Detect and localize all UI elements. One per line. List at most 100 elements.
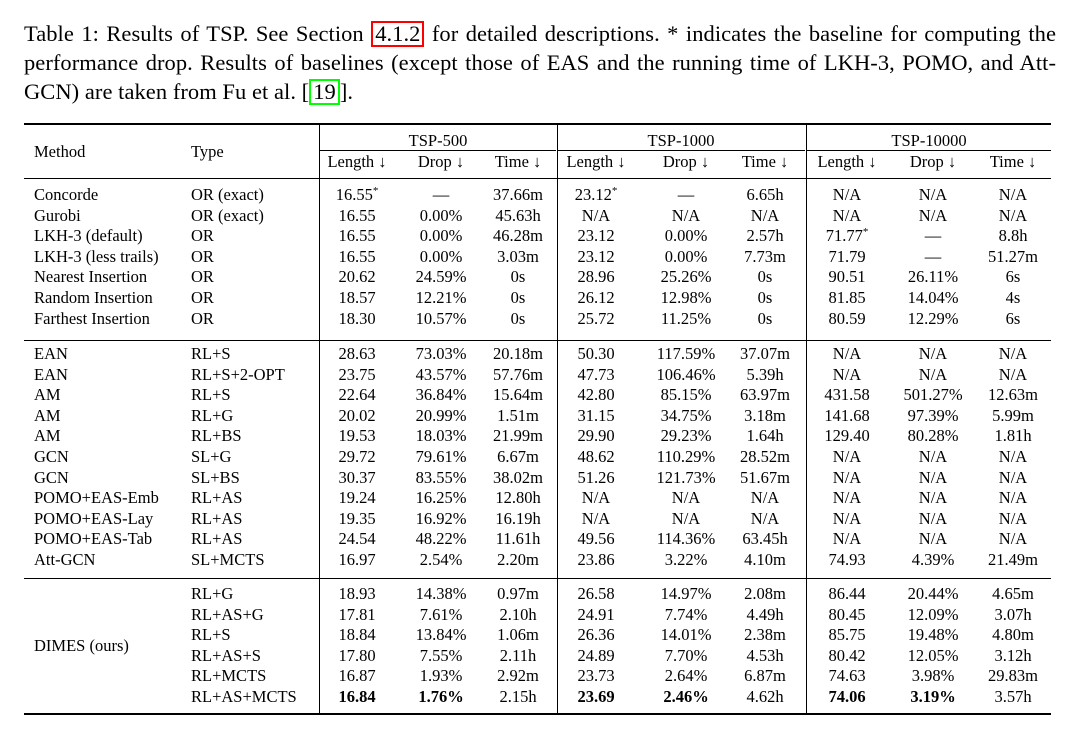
value-cell: 5.99m <box>992 405 1034 425</box>
header-subcolumn: Drop ↓ <box>417 152 465 171</box>
value-cell: 12.29% <box>907 308 959 328</box>
value-cell: 0.97m <box>497 584 539 603</box>
value-cell: 30.37 <box>338 467 376 487</box>
column-divider <box>319 124 320 713</box>
value-cell: 16.55 <box>338 246 376 266</box>
value-cell: 16.97 <box>338 550 376 569</box>
value-cell: 1.81h <box>994 426 1032 446</box>
value-cell: 1.93% <box>419 666 463 686</box>
value-cell: 6s <box>1005 267 1021 287</box>
value-cell: N/A <box>998 467 1028 487</box>
value-cell: 4.80m <box>992 625 1034 645</box>
value-cell: 28.63 <box>338 344 376 363</box>
value-cell: 19.24 <box>338 488 376 508</box>
value-cell: N/A <box>750 508 780 528</box>
value-cell: 24.54 <box>338 529 376 549</box>
value-cell: 20.62 <box>338 267 376 287</box>
value-cell: 26.36 <box>577 625 615 645</box>
table-rule <box>24 340 1051 341</box>
value-cell: 2.64% <box>664 666 708 686</box>
value-cell: N/A <box>750 488 780 508</box>
value-cell: 431.58 <box>824 385 870 405</box>
type-cell: RL+AS+G <box>191 604 264 624</box>
method-cell: AM <box>34 426 61 446</box>
value-cell: 23.73 <box>577 666 615 686</box>
value-cell: 2.08m <box>744 584 786 603</box>
value-cell: — <box>924 226 942 246</box>
value-cell: 3.18m <box>744 405 786 425</box>
value-cell: 0s <box>510 288 526 307</box>
value-cell: 16.87 <box>338 666 376 686</box>
value-cell: 4.10m <box>744 550 786 569</box>
value-cell: 28.52m <box>740 447 790 466</box>
header-subcolumn: Length ↓ <box>327 152 387 171</box>
value-cell: 18.84 <box>338 625 376 645</box>
value-cell: 90.51 <box>828 267 866 287</box>
value-cell: 3.19% <box>910 687 956 706</box>
value-cell: 36.84% <box>415 385 467 405</box>
value-cell: 25.26% <box>660 267 712 287</box>
type-cell: OR <box>191 308 214 328</box>
value-cell: 2.92m <box>497 666 539 686</box>
value-cell: N/A <box>581 508 611 528</box>
value-cell: N/A <box>671 205 701 225</box>
value-cell: N/A <box>918 364 948 384</box>
value-cell: 17.81 <box>338 604 376 624</box>
value-cell: 23.12* <box>574 185 618 204</box>
value-cell: 50.30 <box>577 344 615 363</box>
caption-text-2: for detailed descriptions. * indicates t… <box>24 21 1056 104</box>
value-cell: 23.75 <box>338 364 376 384</box>
value-cell: 2.54% <box>419 550 463 569</box>
value-cell: 20.99% <box>415 405 467 425</box>
value-cell: N/A <box>998 205 1028 225</box>
value-cell: N/A <box>832 364 862 384</box>
value-cell: 51.67m <box>740 467 790 487</box>
value-cell: N/A <box>671 488 701 508</box>
value-cell: 24.59% <box>415 267 467 287</box>
value-cell: 47.73 <box>577 364 615 384</box>
citation-link[interactable]: 19 <box>309 79 340 105</box>
value-cell: N/A <box>918 205 948 225</box>
value-cell: 63.45h <box>742 529 788 549</box>
value-cell: 48.22% <box>415 529 467 549</box>
value-cell: 4.65m <box>992 584 1034 603</box>
value-cell: 7.74% <box>664 604 708 624</box>
value-cell: N/A <box>918 508 948 528</box>
table-caption: Table 1: Results of TSP. See Section 4.1… <box>24 19 1056 106</box>
value-cell: 14.04% <box>907 288 959 307</box>
header-group-tsp-500: TSP-500 <box>408 131 468 150</box>
value-cell: 20.44% <box>907 584 959 603</box>
value-cell: 6.67m <box>497 447 539 466</box>
value-cell: 3.22% <box>664 550 708 569</box>
value-cell: 7.70% <box>664 645 708 665</box>
value-cell: 13.84% <box>415 625 467 645</box>
value-cell: 29.83m <box>988 666 1038 686</box>
value-cell: 19.48% <box>907 625 959 645</box>
value-cell: 24.89 <box>577 645 615 665</box>
value-cell: 129.40 <box>824 426 870 446</box>
value-cell: 0s <box>510 267 526 287</box>
value-cell: 14.01% <box>660 625 712 645</box>
section-ref-link[interactable]: 4.1.2 <box>371 21 425 47</box>
type-cell: OR <box>191 246 214 266</box>
value-cell: 0.00% <box>419 246 463 266</box>
value-cell: N/A <box>832 467 862 487</box>
type-cell: RL+S <box>191 385 231 405</box>
value-cell: 0s <box>757 308 773 328</box>
type-cell: OR <box>191 226 214 246</box>
group-underline <box>320 150 556 151</box>
value-cell: 16.25% <box>415 488 467 508</box>
value-cell: 11.25% <box>660 308 712 328</box>
value-cell: N/A <box>918 185 948 204</box>
value-cell: 29.72 <box>338 447 376 466</box>
header-subcolumn: Drop ↓ <box>662 152 710 171</box>
value-cell: 85.75 <box>828 625 866 645</box>
value-cell: 121.73% <box>656 467 716 487</box>
value-cell: — <box>677 185 695 204</box>
value-cell: 1.51m <box>497 405 539 425</box>
value-cell: 4s <box>1005 288 1021 307</box>
value-cell: 16.84 <box>338 687 376 706</box>
value-cell: 12.80h <box>495 488 541 508</box>
type-cell: RL+AS <box>191 488 243 508</box>
value-cell: 0s <box>757 267 773 287</box>
